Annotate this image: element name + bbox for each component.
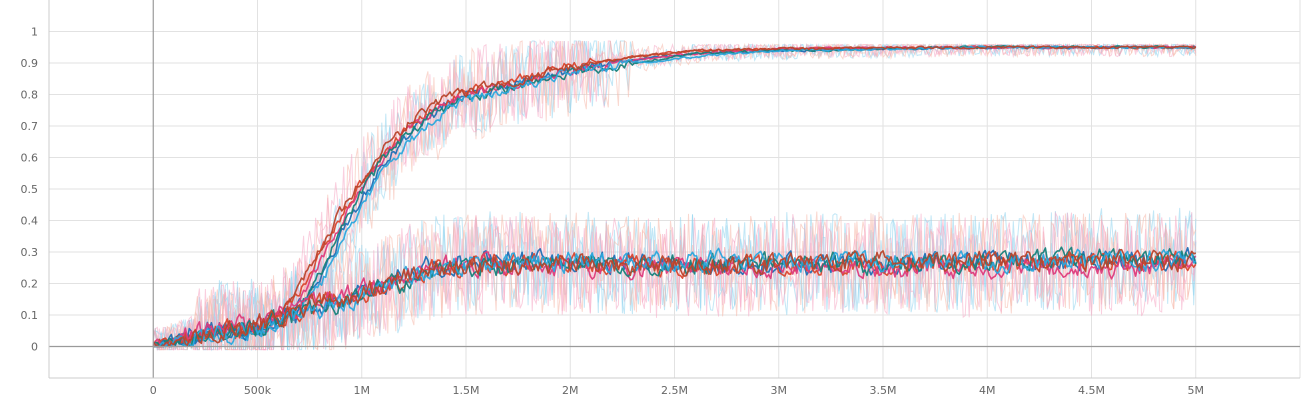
x-tick-label: 2M xyxy=(562,384,579,397)
smoothed-series-layer xyxy=(152,45,1197,348)
x-tick-label: 1.5M xyxy=(453,384,480,397)
x-tick-label: 4.5M xyxy=(1078,384,1105,397)
y-tick-label: 0.4 xyxy=(21,215,39,228)
tick-labels: 0 500k 1M 1.5M 2M 2.5M 3M 3.5M 4M 4.5M 5M 0 0.1 0.2 0.… xyxy=(21,26,1205,398)
y-tick-label: 0.5 xyxy=(21,183,39,196)
x-tick-label: 3.5M xyxy=(870,384,897,397)
x-tick-label: 5M xyxy=(1188,384,1205,397)
series-line xyxy=(153,45,1197,348)
x-tick-label: 1M xyxy=(354,384,371,397)
x-tick-label: 2.5M xyxy=(661,384,688,397)
y-tick-label: 0.1 xyxy=(21,309,39,322)
y-tick-label: 0.8 xyxy=(21,89,39,102)
axes xyxy=(48,0,1300,379)
series-line xyxy=(153,45,1196,348)
series-line xyxy=(152,248,1197,348)
y-tick-label: 0.6 xyxy=(21,152,39,165)
x-tick-label: 3M xyxy=(771,384,788,397)
y-tick-label: 0 xyxy=(31,341,38,354)
x-tick-label: 0 xyxy=(150,384,157,397)
y-tick-label: 0.9 xyxy=(21,57,39,70)
y-tick-label: 1 xyxy=(31,26,38,39)
x-tick-label: 500k xyxy=(244,384,272,397)
y-tick-label: 0.7 xyxy=(21,120,39,133)
y-tick-label: 0.2 xyxy=(21,278,39,291)
raw-series-line xyxy=(152,39,1197,351)
x-tick-label: 4M xyxy=(979,384,996,397)
y-tick-label: 0.3 xyxy=(21,246,39,259)
